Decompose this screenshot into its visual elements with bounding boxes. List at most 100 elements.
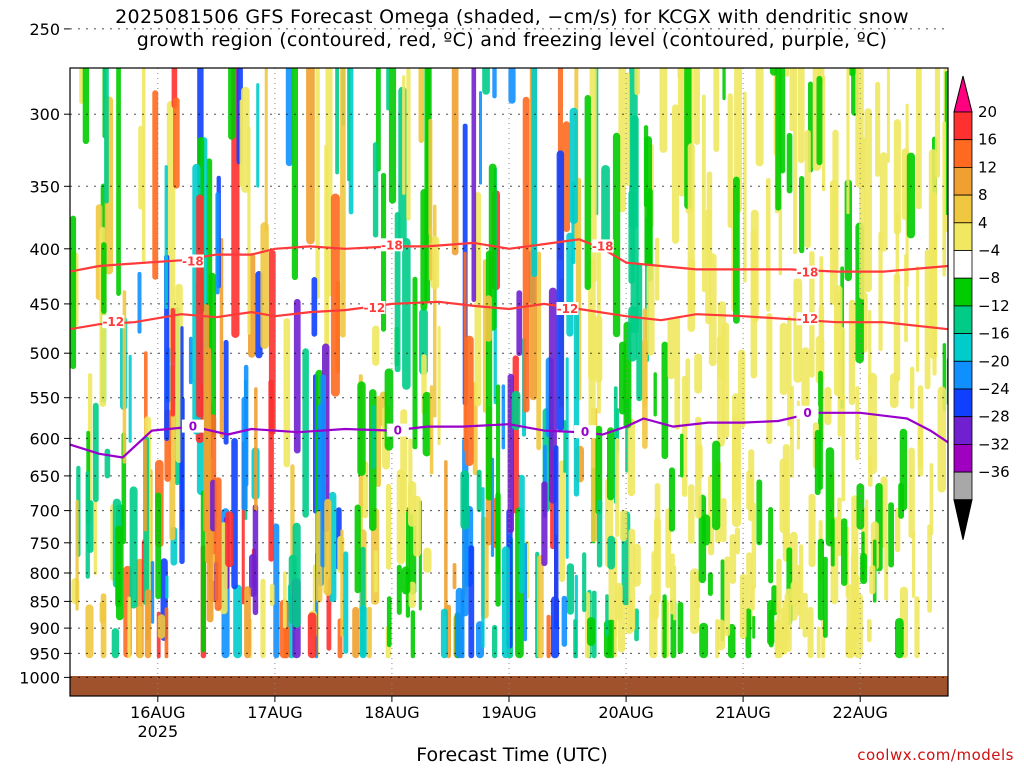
omega-streak [797,68,805,164]
colorbar-label: −32 [978,435,1010,453]
omega-streak [203,303,210,533]
colorbar-label: −4 [978,242,1000,260]
colorbar-cell [953,277,973,307]
omega-streak [311,277,318,337]
omega-streak [841,518,848,586]
x-tick-label: 20AUG [598,703,653,722]
omega-streak [769,68,778,76]
omega-streak [143,439,147,532]
omega-streak [340,68,346,338]
omega-streak [546,614,551,659]
omega-streak [886,68,890,163]
omega-streak [750,209,759,324]
omega-streak [904,254,908,343]
omega-streak [688,484,695,544]
contour-label-bg [181,419,204,433]
omega-streak [437,325,441,446]
omega-streak [418,68,424,143]
omega-streak [717,619,725,651]
omega-streak [518,474,525,594]
omega-streak [879,152,888,252]
omega-streak [756,479,763,546]
omega-streak [122,290,127,464]
omega-streak [801,347,810,409]
omega-streak [307,612,317,659]
omega-streak [479,91,482,185]
omega-streak [511,390,521,431]
omega-streak [733,176,740,324]
omega-streak [563,420,567,473]
colorbar-cell [953,139,973,168]
omega-streak [916,266,920,372]
omega-streak [729,534,737,584]
omega-streak [674,315,681,430]
x-tick-label: 16AUG [130,703,185,722]
omega-streak [924,249,931,390]
credit-link[interactable]: coolwx.com/models [857,746,1014,764]
omega-streak [561,595,568,647]
omega-streak [751,585,755,611]
omega-streak [285,68,293,167]
omega-streak [802,592,808,638]
omega-streak [615,438,620,537]
omega-streak [269,583,275,607]
omega-streak [430,235,440,290]
colorbar-cell [953,250,973,279]
omega-streak [256,83,260,188]
omega-streak [626,72,630,186]
colorbar-label: −8 [978,269,1000,287]
omega-streak [492,624,498,659]
omega-streak [596,499,603,568]
omega-streak [832,129,839,272]
omega-streak [694,353,703,394]
omega-streak [942,121,946,277]
contour-label-bg [386,423,409,437]
colorbar-cell [953,360,973,390]
omega-streak [406,68,411,221]
omega-streak [864,108,872,293]
colorbar-label: 4 [978,214,988,232]
contour-label: 0 [394,424,402,438]
omega-streak [429,385,434,475]
omega-streak [485,295,492,342]
omega-streak [481,487,485,648]
omega-streak [157,614,166,639]
omega-streak [833,285,843,397]
omega-streak [618,68,626,213]
omega-streak [859,137,866,300]
title-line-1: 2025081506 GFS Forecast Omega (shaded, −… [115,6,909,28]
omega-streak [508,68,516,104]
omega-streak [75,499,79,611]
omega-streak [824,386,832,426]
omega-streak [386,68,390,111]
omega-streak [607,535,615,570]
omega-streak [687,143,695,313]
omega-streak [819,256,824,335]
omega-streak [743,91,747,283]
omega-streak [717,301,726,380]
omega-streak [605,594,609,637]
omega-streak [330,193,340,397]
colorbar-cell [953,443,973,473]
omega-streak [516,290,523,356]
omega-streak [934,68,940,178]
omega-streak [868,309,872,386]
contour-label-bg [796,405,819,419]
omega-streak [460,470,469,530]
contour-label-bg [363,301,386,314]
colorbar-cell [953,305,973,334]
colorbar-cell [953,388,973,418]
omega-streak [708,253,717,367]
omega-streak [440,608,448,659]
contour-label: 0 [581,425,589,439]
omega-streak [501,384,506,450]
contour-label-bg [102,315,125,329]
omega-streak [268,379,274,562]
contour-label-bg [574,425,597,439]
omega-streak [634,68,640,96]
omega-streak [927,524,932,613]
omega-streak [790,581,800,607]
omega-streak [720,497,727,543]
omega-streak [93,479,98,575]
ground-surface [70,676,948,696]
